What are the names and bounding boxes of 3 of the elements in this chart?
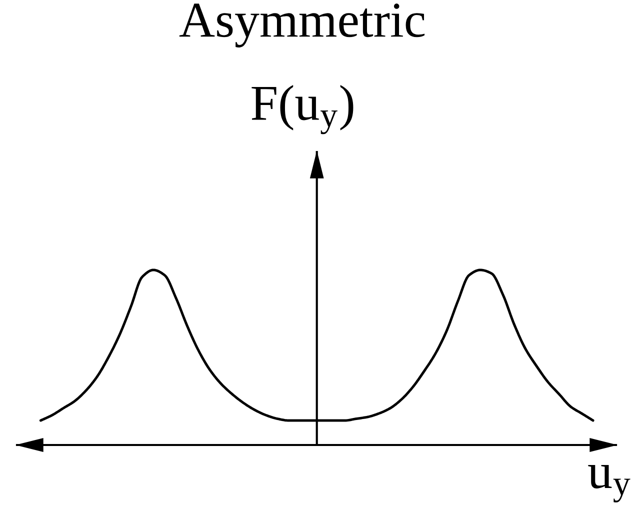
- y-axis-title: F(u$_{y}$): [252, 85, 354, 134]
- x-axis-title: u$_{y}$: [588, 465, 630, 502]
- chart-title: Asymmetric: [179, 4, 425, 48]
